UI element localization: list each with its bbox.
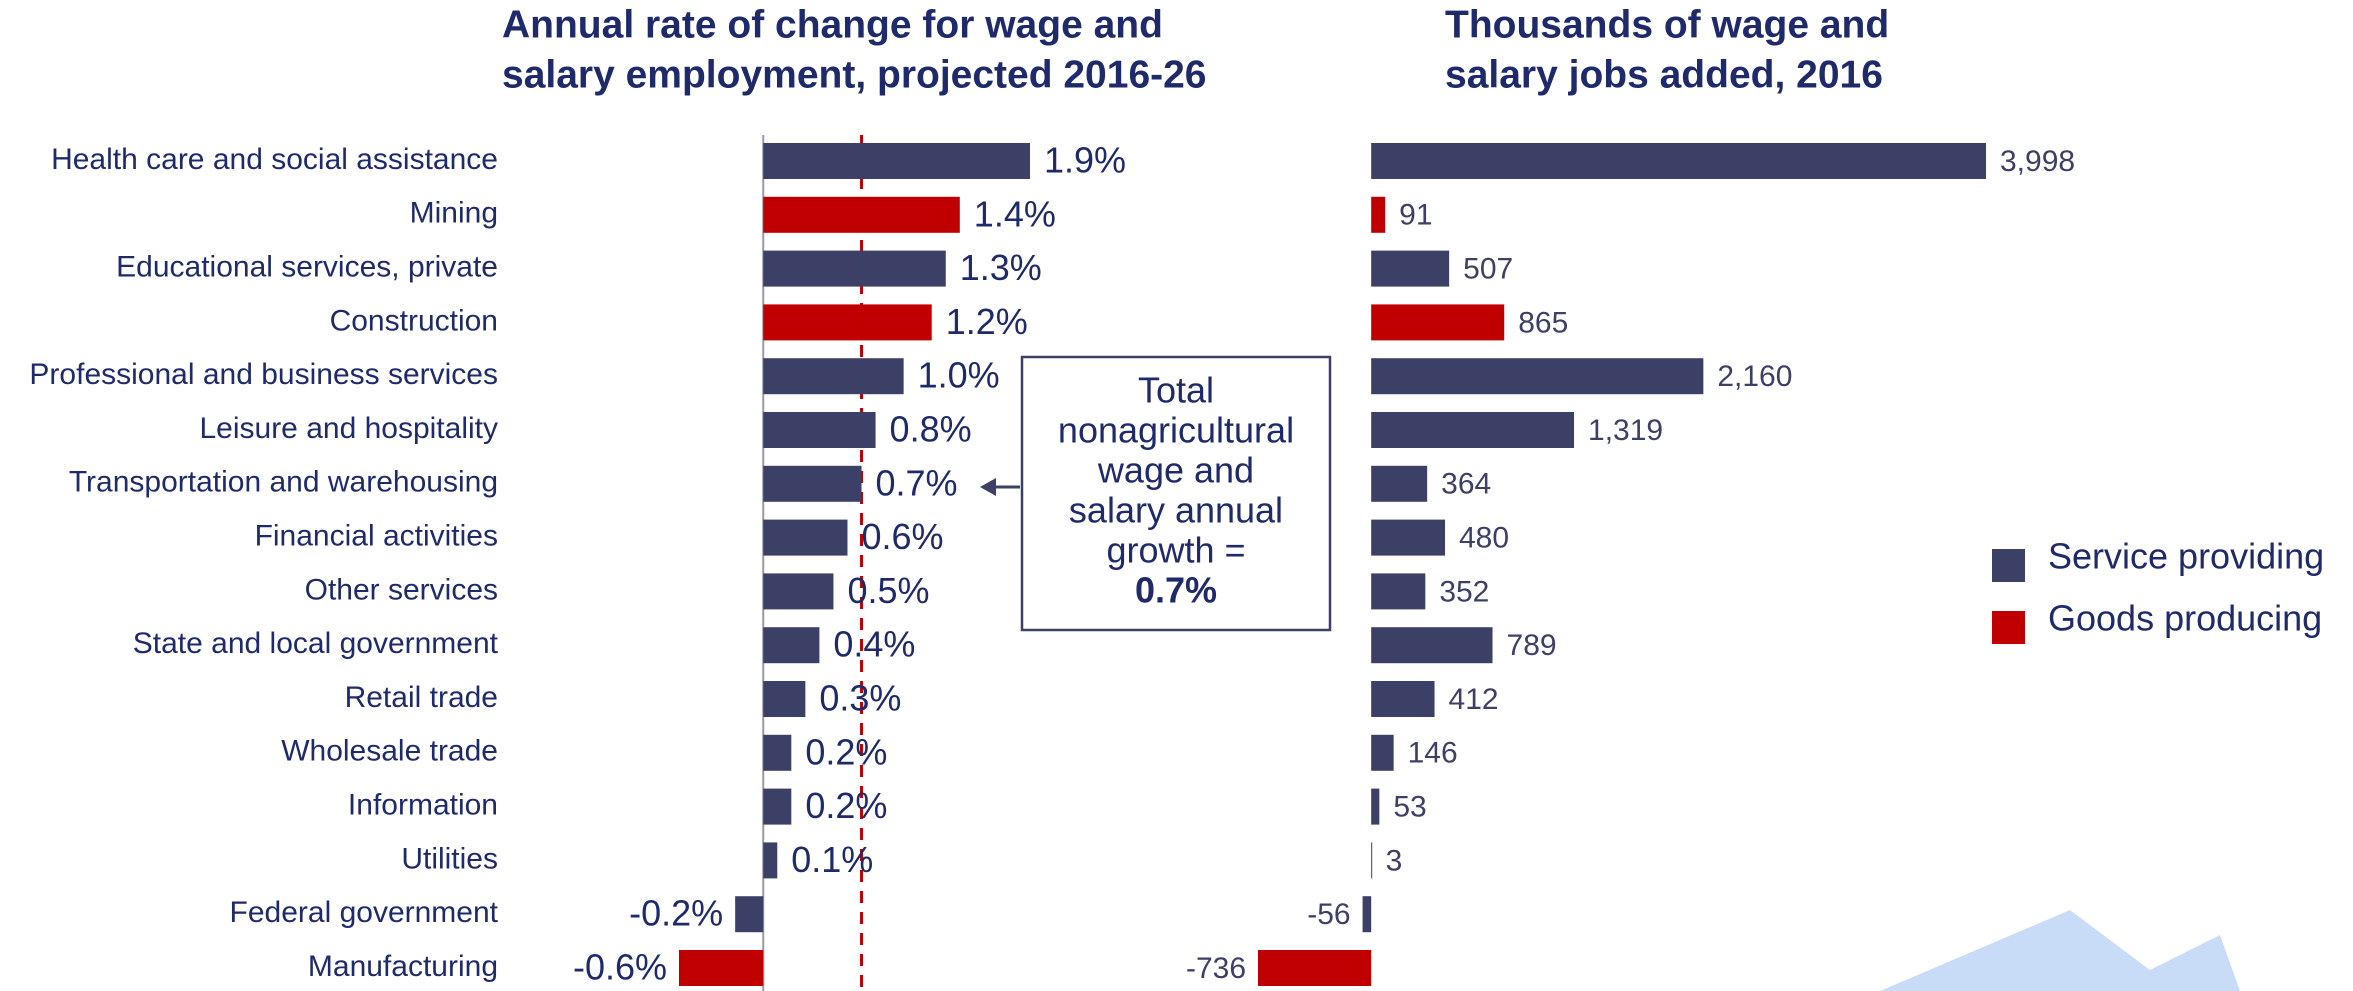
value-label: 412 xyxy=(1449,683,1499,716)
value-label: 0.2% xyxy=(805,785,887,826)
bar xyxy=(1371,627,1493,664)
bar xyxy=(763,412,876,448)
annotation-text: wage and xyxy=(1097,450,1254,491)
value-label: 1.3% xyxy=(960,247,1042,288)
value-label: 3 xyxy=(1386,844,1403,877)
chart-title: salary employment, projected 2016-26 xyxy=(502,53,1207,96)
bar xyxy=(1258,950,1372,986)
value-label: 3,998 xyxy=(2000,145,2075,178)
value-label: 480 xyxy=(1459,522,1509,555)
annotation-text: nonagricultural xyxy=(1058,410,1294,451)
bar xyxy=(1371,304,1505,341)
category-label: Manufacturing xyxy=(308,950,498,983)
value-label: 0.6% xyxy=(861,516,943,557)
category-label: Transportation and warehousing xyxy=(69,466,498,499)
category-label: Other services xyxy=(305,573,498,606)
bar xyxy=(735,896,764,933)
chart-title: salary jobs added, 2016 xyxy=(1445,53,1883,96)
bar xyxy=(1371,412,1575,448)
legend-label: Goods producing xyxy=(2048,598,2322,639)
value-label: 1.4% xyxy=(974,193,1056,234)
bar xyxy=(1371,573,1426,610)
value-label: 0.3% xyxy=(819,678,901,719)
bar xyxy=(763,681,806,717)
bar xyxy=(763,143,1030,179)
value-label: -736 xyxy=(1186,952,1246,985)
category-label: Health care and social assistance xyxy=(51,143,498,176)
bar xyxy=(763,627,820,664)
bar xyxy=(763,573,834,610)
category-label: Federal government xyxy=(230,896,499,929)
chart-title: Annual rate of change for wage and xyxy=(502,3,1163,46)
chart-title: Thousands of wage and xyxy=(1445,3,1889,46)
bar xyxy=(763,734,792,771)
bar xyxy=(1362,896,1372,933)
value-label: 0.7% xyxy=(876,462,958,503)
value-label: 789 xyxy=(1507,629,1557,662)
bar xyxy=(763,788,792,825)
category-label: Utilities xyxy=(401,842,498,875)
annotation-box xyxy=(1020,355,1332,632)
category-label: Educational services, private xyxy=(116,251,498,284)
value-label: 1.9% xyxy=(1044,140,1126,181)
value-label: -56 xyxy=(1307,898,1350,931)
legend-label: Service providing xyxy=(2048,536,2324,577)
bar xyxy=(1371,519,1445,556)
value-label: 364 xyxy=(1441,468,1491,501)
value-label: -0.2% xyxy=(629,893,723,934)
value-label: 2,160 xyxy=(1717,360,1792,393)
bar xyxy=(1371,681,1435,717)
legend-swatch xyxy=(1992,549,2025,582)
value-label: 0.1% xyxy=(791,839,873,880)
value-label: 1.2% xyxy=(946,301,1028,342)
value-label: 1.0% xyxy=(918,355,1000,396)
category-label: Retail trade xyxy=(345,681,498,714)
bar xyxy=(1371,250,1450,287)
bar xyxy=(763,196,960,233)
arrow-head xyxy=(980,478,996,496)
bar xyxy=(1371,196,1386,233)
category-label: Mining xyxy=(410,197,498,230)
value-label: 1,319 xyxy=(1588,414,1663,447)
bar xyxy=(1371,842,1373,879)
category-label: Information xyxy=(348,789,498,822)
value-label: 865 xyxy=(1518,306,1568,339)
bar xyxy=(763,465,862,502)
bar xyxy=(1371,143,1986,179)
annotation-text: Total xyxy=(1138,370,1214,411)
bar xyxy=(763,304,932,341)
annotation-text: growth = xyxy=(1106,530,1245,571)
watermark xyxy=(1880,910,2240,991)
value-label: 507 xyxy=(1463,253,1513,286)
category-label: Construction xyxy=(330,304,498,337)
bar xyxy=(1371,465,1428,502)
category-label: Financial activities xyxy=(255,520,498,553)
value-label: 91 xyxy=(1399,199,1432,232)
annotation-emphasis: 0.7% xyxy=(1135,570,1217,611)
value-label: 0.5% xyxy=(847,570,929,611)
bar xyxy=(763,358,904,395)
bar xyxy=(1371,734,1394,771)
category-label: Leisure and hospitality xyxy=(199,412,498,445)
value-label: 0.2% xyxy=(805,731,887,772)
value-label: 53 xyxy=(1393,791,1426,824)
category-label: State and local government xyxy=(133,627,499,660)
value-label: 0.4% xyxy=(833,624,915,665)
category-label: Professional and business services xyxy=(29,358,498,391)
value-label: 352 xyxy=(1439,575,1489,608)
annotation-text: salary annual xyxy=(1069,490,1283,531)
category-label: Wholesale trade xyxy=(281,735,498,768)
legend-swatch xyxy=(1992,611,2025,644)
bar xyxy=(763,519,848,556)
bar xyxy=(679,950,764,986)
bar xyxy=(1371,788,1380,825)
value-label: 146 xyxy=(1408,737,1458,770)
bar xyxy=(1371,358,1704,395)
value-label: -0.6% xyxy=(573,947,667,988)
bar xyxy=(763,842,778,879)
value-label: 0.8% xyxy=(890,409,972,450)
bar xyxy=(763,250,946,287)
